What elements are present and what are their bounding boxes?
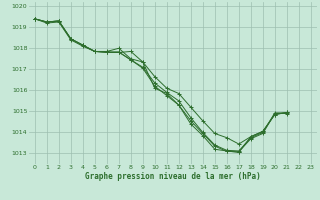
X-axis label: Graphe pression niveau de la mer (hPa): Graphe pression niveau de la mer (hPa) bbox=[85, 172, 261, 181]
